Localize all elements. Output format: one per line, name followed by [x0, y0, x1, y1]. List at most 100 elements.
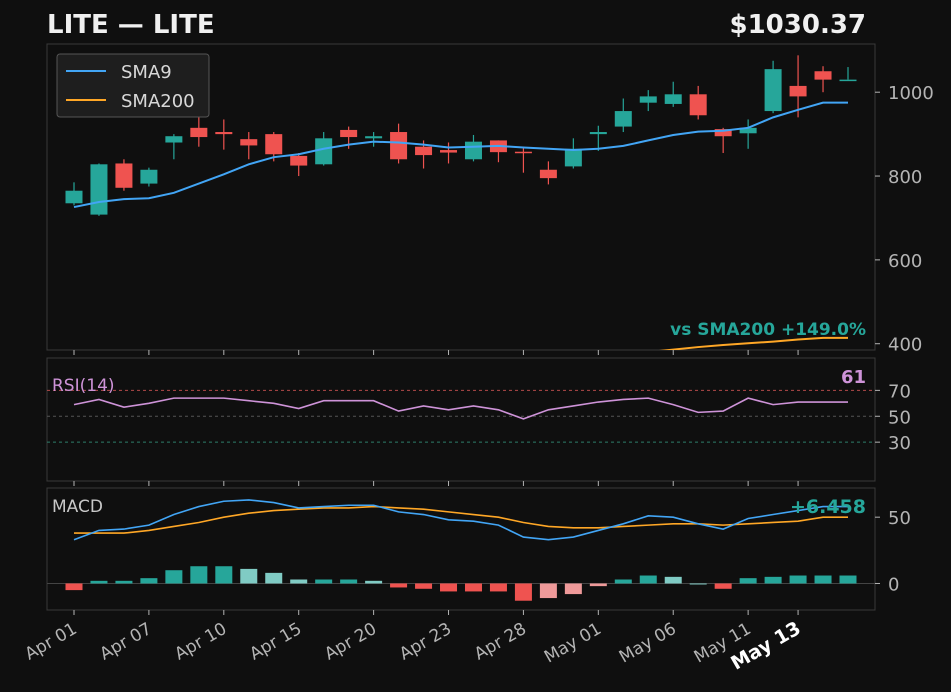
macd-hist-bar [789, 575, 807, 584]
candle-body [140, 169, 158, 184]
x-tick-label: Apr 15 [246, 619, 305, 665]
candle-body [789, 85, 807, 97]
macd-hist-bar [365, 580, 383, 584]
current-price: $1030.37 [729, 10, 866, 40]
price-y-tick-label: 600 [888, 251, 922, 272]
x-tick-label: Apr 23 [396, 619, 455, 665]
candle-body [539, 169, 557, 179]
candle-body [90, 164, 108, 215]
candle-body [365, 136, 383, 139]
macd-hist-bar [739, 578, 757, 584]
candle-body [614, 111, 632, 127]
candle-body [265, 134, 283, 155]
sma9-line [73, 101, 848, 209]
candle-body [415, 146, 433, 156]
candle-body [440, 150, 458, 153]
x-tick-label: Apr 28 [471, 619, 530, 665]
macd-hist-bar [464, 583, 482, 592]
price-y-tick-label: 1000 [888, 83, 934, 104]
candle-body [290, 155, 308, 166]
legend-sma9-label: SMA9 [121, 62, 172, 83]
rsi-panel: 30 50 70 RSI(14) 61 [46, 357, 911, 482]
price-panel-frame [46, 43, 876, 351]
rsi-line [73, 397, 848, 420]
rsi-y-tick-label: 30 [888, 433, 911, 454]
candle-body [689, 94, 707, 116]
macd-hist-bar [115, 580, 133, 584]
macd-hist-bar [839, 575, 857, 584]
macd-hist-bar [215, 566, 233, 584]
macd-hist-bar [190, 566, 208, 584]
macd-y-tick-label: 0 [888, 574, 899, 595]
candle-body [564, 148, 582, 167]
macd-hist-bar [539, 583, 557, 599]
candle-body [464, 141, 482, 160]
candle-body [589, 132, 607, 135]
macd-hist-bar [489, 583, 507, 592]
candle-body [215, 132, 233, 135]
macd-hist-bar [65, 583, 83, 591]
rsi-panel-frame [46, 357, 876, 482]
candle-body [390, 132, 408, 160]
rsi-y-tick-label: 50 [888, 407, 911, 428]
macd-hist-bar [265, 572, 283, 584]
price-y-tick-label: 800 [888, 167, 922, 188]
macd-hist-bar [614, 579, 632, 584]
candle-body [240, 139, 258, 146]
candle-body [190, 127, 208, 138]
macd-hist-bar [165, 570, 183, 584]
macd-panel-frame [46, 487, 876, 611]
macd-hist-bar [589, 583, 607, 587]
macd-hist-bar [140, 578, 158, 584]
x-tick-label: May 06 [616, 619, 680, 667]
rsi-y-tick-label: 70 [888, 381, 911, 402]
candle-body [165, 136, 183, 143]
macd-hist-bar [240, 568, 258, 584]
macd-hist-bar [764, 576, 782, 584]
sma200-line [659, 336, 848, 350]
macd-value-label: +6.458 [790, 496, 866, 518]
candle-body [664, 94, 682, 104]
signal-line [74, 505, 848, 534]
x-tick-label: Apr 07 [97, 619, 156, 665]
macd-hist-bar [814, 575, 832, 584]
macd-hist-bar [440, 583, 458, 592]
macd-hist-bar [664, 576, 682, 584]
macd-panel: 0 50 MACD +6.458 [46, 487, 911, 611]
macd-hist-bar [340, 579, 358, 584]
candle-body [639, 96, 657, 103]
macd-hist-bar [689, 583, 707, 585]
x-axis: Apr 01 Apr 07 Apr 10 Apr 15 Apr 20 Apr 23 Apr … [22, 350, 805, 675]
rsi-title: RSI(14) [52, 376, 115, 396]
x-tick-label: Apr 10 [171, 619, 230, 665]
candle-body [340, 129, 358, 138]
x-tick-label: Apr 01 [22, 619, 81, 665]
candle-body [714, 129, 732, 137]
macd-y-tick-label: 50 [888, 508, 911, 529]
macd-hist-bar [564, 583, 582, 595]
macd-title: MACD [52, 497, 103, 517]
candle-body [739, 127, 757, 134]
candle-body [115, 163, 133, 188]
price-y-tick-label: 400 [888, 335, 922, 356]
macd-hist-bar [514, 583, 532, 601]
macd-hist-bar [390, 583, 408, 588]
x-tick-label: May 01 [541, 619, 605, 667]
candle-body [514, 151, 532, 154]
candle-body [839, 79, 857, 82]
candle-body [315, 138, 333, 165]
legend-sma200-label: SMA200 [121, 91, 195, 112]
macd-hist-bar [90, 580, 108, 584]
sma200-annotation: vs SMA200 +149.0% [670, 320, 866, 340]
macd-line [73, 499, 848, 541]
chart-title: LITE — LITE [47, 10, 215, 40]
macd-hist-bar [639, 575, 657, 584]
macd-hist-bar [714, 583, 732, 589]
x-tick-label: Apr 20 [321, 619, 380, 665]
candle-body [814, 71, 832, 80]
macd-hist-bar [315, 579, 333, 584]
candle-body [764, 69, 782, 112]
legend-box [56, 53, 210, 118]
macd-hist-bar [415, 583, 433, 589]
